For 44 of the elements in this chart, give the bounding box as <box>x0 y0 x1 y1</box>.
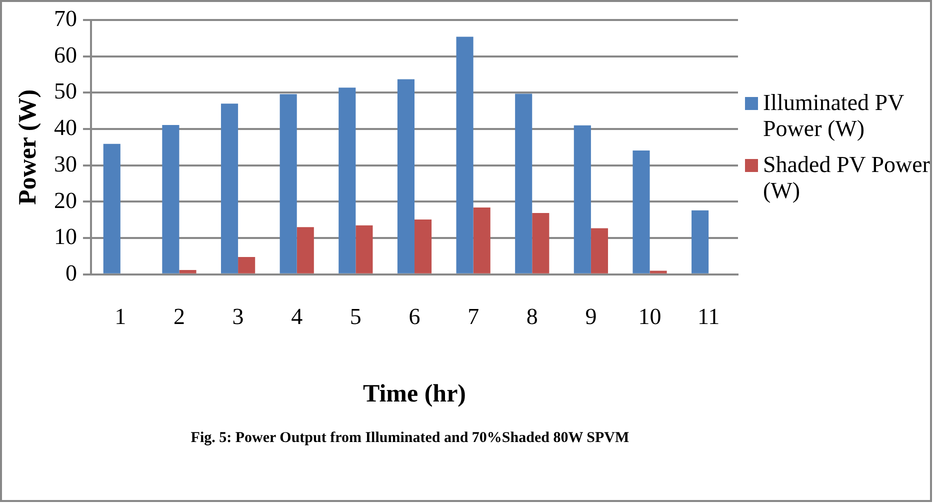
bar <box>356 225 373 274</box>
bar <box>338 88 356 274</box>
bar <box>532 212 550 274</box>
bar <box>397 79 414 274</box>
x-tick-label: 9 <box>585 304 597 330</box>
x-tick-label: 8 <box>526 304 538 330</box>
bar <box>220 104 238 274</box>
bar <box>632 150 650 274</box>
bar <box>515 94 532 274</box>
bar <box>162 125 180 274</box>
y-tick-label: 30 <box>54 151 77 176</box>
y-tick-label: 10 <box>54 224 77 250</box>
bar <box>473 208 490 274</box>
x-axis-title: Time (hr) <box>363 380 466 408</box>
bar <box>280 94 297 274</box>
bar <box>179 270 196 274</box>
x-tick-label: 7 <box>468 304 480 330</box>
bar <box>456 36 474 274</box>
x-tick-label: 11 <box>698 304 720 330</box>
y-tick-label: 70 <box>54 6 77 32</box>
bar <box>574 125 591 274</box>
bar <box>296 227 314 274</box>
bar <box>414 220 432 274</box>
y-axis-title: Power (W) <box>14 89 42 205</box>
bar <box>650 270 667 274</box>
bar <box>103 144 120 274</box>
caption: Fig. 5: Power Output from Illuminated and 70%Shaded 80W SPVM <box>190 430 630 447</box>
y-tick-label: 0 <box>66 260 77 286</box>
bar <box>238 256 256 274</box>
y-tick-label: 40 <box>54 115 77 140</box>
x-tick-label: 4 <box>291 304 304 330</box>
y-tick-label: 60 <box>54 42 77 68</box>
legend-label: Shaded PV Power (W) <box>763 152 930 204</box>
y-tick-label: 20 <box>54 188 77 213</box>
x-tick-label: 1 <box>114 304 126 330</box>
x-tick-label: 2 <box>173 304 185 330</box>
y-tick-label: 50 <box>54 78 77 104</box>
legend-label: Illuminated PV Power (W) <box>763 90 905 142</box>
x-tick-label: 10 <box>638 304 662 330</box>
x-tick-label: 5 <box>350 304 362 330</box>
x-tick-label: 3 <box>232 304 244 330</box>
x-tick-label: 6 <box>408 304 420 330</box>
bar <box>692 210 709 274</box>
bar <box>590 228 608 274</box>
